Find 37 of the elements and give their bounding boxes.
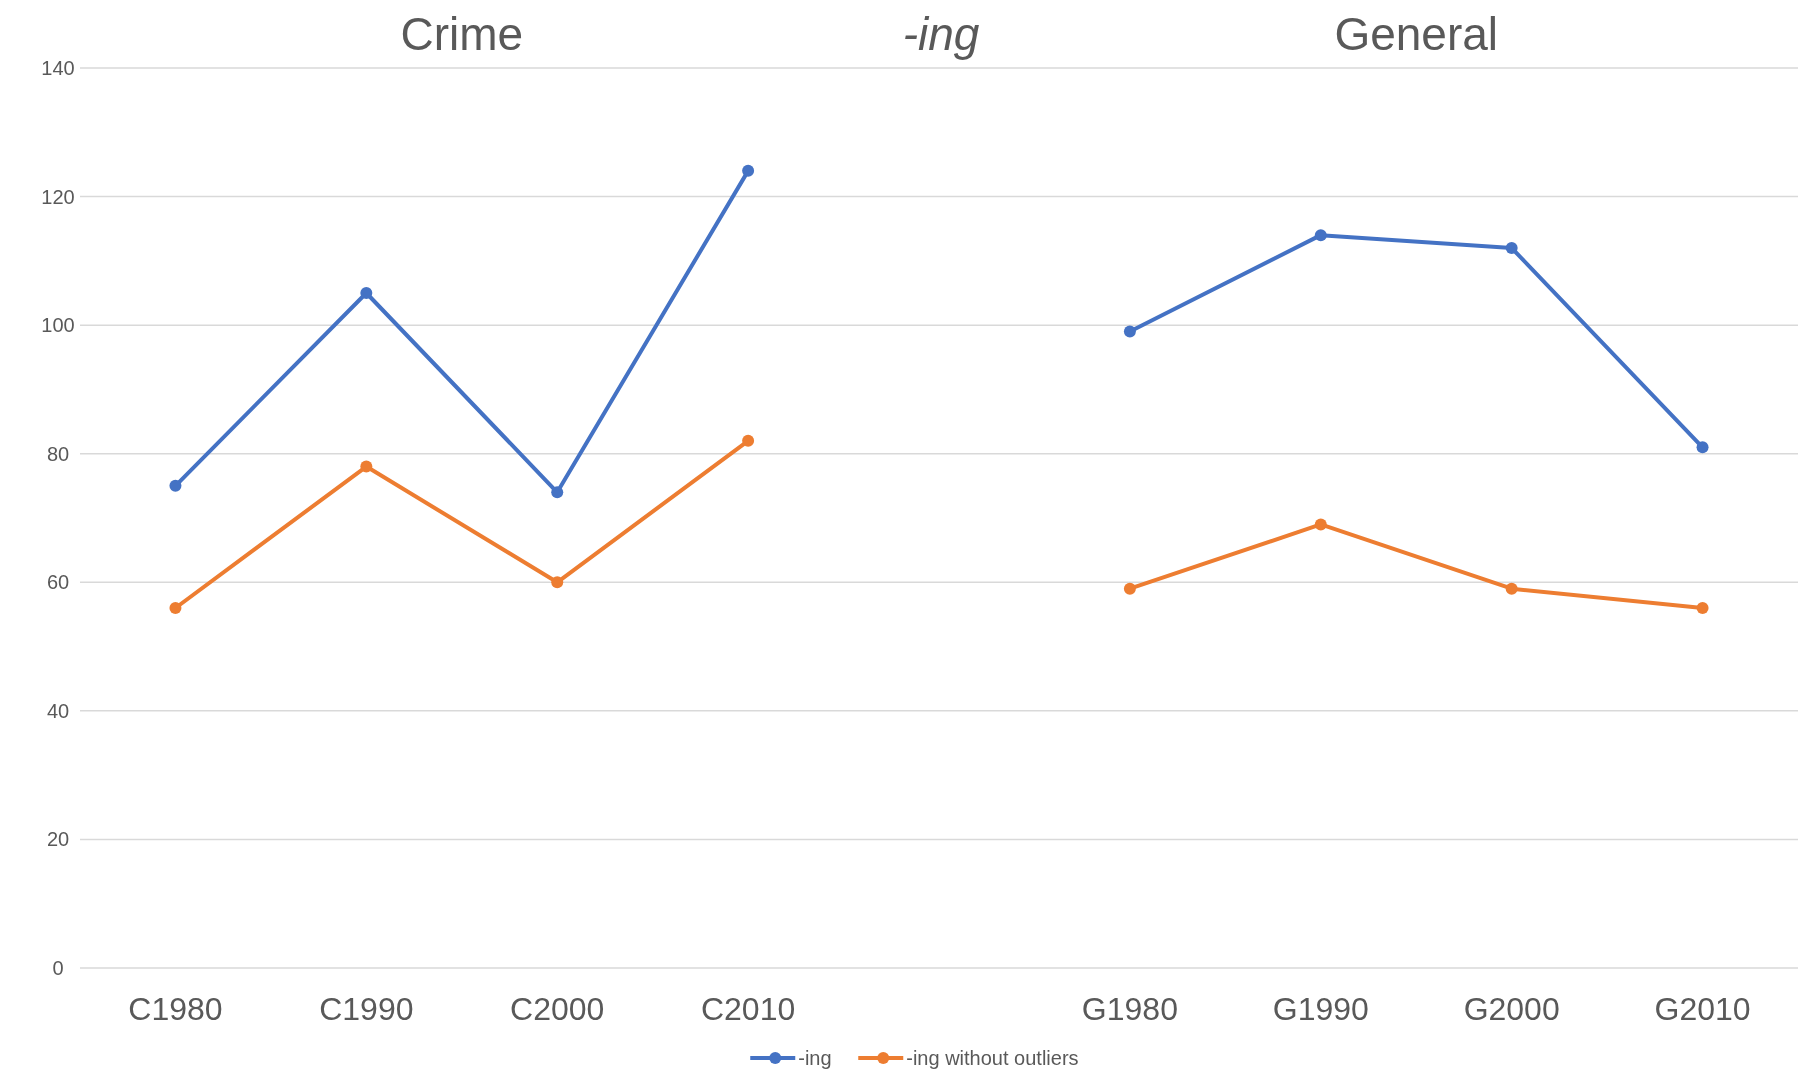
y-tick-label: 80	[46, 442, 70, 465]
x-tick-label: C1980	[128, 991, 223, 1027]
point	[551, 576, 564, 589]
x-tick-label: G2000	[1463, 991, 1560, 1027]
x-tick-label: G2010	[1654, 991, 1751, 1027]
x-tick-label: C2010	[700, 991, 796, 1027]
point	[360, 460, 373, 473]
point	[1123, 325, 1136, 338]
point	[1314, 229, 1327, 242]
point	[1314, 518, 1327, 531]
text: General	[1334, 8, 1499, 60]
y-tick-label: 0	[52, 957, 64, 979]
point	[742, 164, 755, 177]
point	[1696, 602, 1709, 614]
legend-label: -ing	[798, 1047, 832, 1069]
y-tick-label: 20	[46, 828, 70, 851]
y-tick-label: 60	[46, 571, 70, 594]
point	[1696, 441, 1709, 454]
x-tick-label: G1990	[1272, 991, 1369, 1027]
y-tick-label: 140	[41, 57, 75, 79]
point	[1123, 582, 1136, 595]
point	[551, 486, 564, 499]
y-tick-label: 100	[41, 314, 75, 337]
point	[1505, 242, 1518, 254]
point	[169, 479, 182, 492]
y-tick-label: 120	[41, 185, 75, 208]
chart-title: -ing	[902, 8, 980, 60]
point	[742, 434, 755, 447]
x-tick-label: G1980	[1081, 991, 1178, 1027]
point	[360, 287, 373, 299]
point	[1505, 582, 1518, 595]
text: Crime	[400, 8, 524, 60]
y-tick-label: 40	[46, 699, 70, 722]
point	[169, 602, 182, 614]
x-tick-label: C1990	[319, 991, 414, 1027]
x-tick-label: C2000	[510, 991, 605, 1027]
legend-label: -ing without outliers	[906, 1047, 1079, 1069]
